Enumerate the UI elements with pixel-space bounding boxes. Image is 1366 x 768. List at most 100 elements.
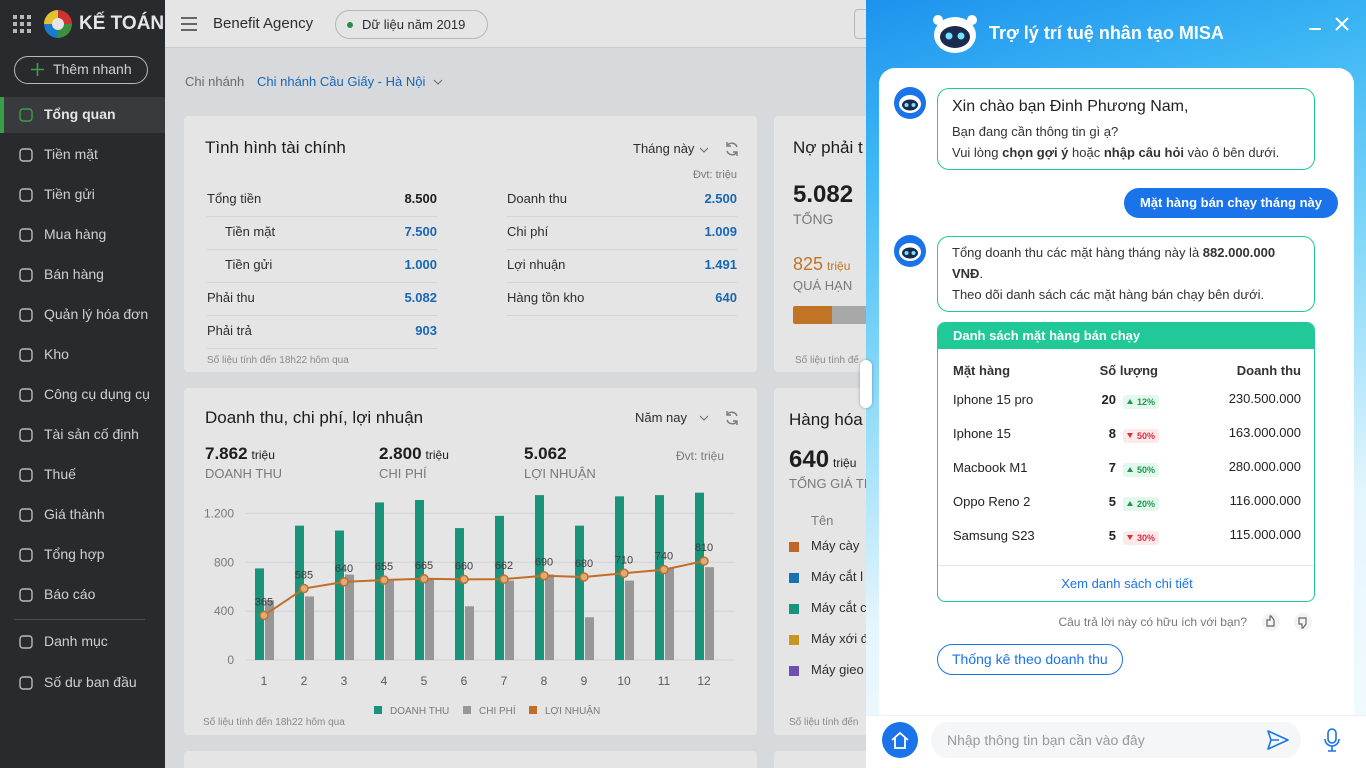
- app-grid-icon[interactable]: [13, 15, 31, 33]
- bar: [495, 515, 504, 660]
- refresh-button[interactable]: [724, 410, 740, 426]
- minimize-button[interactable]: [1308, 18, 1322, 32]
- bar: [425, 578, 434, 660]
- item-qty: 5: [1108, 528, 1116, 543]
- row-label: Tiền gửi: [225, 257, 273, 272]
- suggestion-button[interactable]: Thống kê theo doanh thu: [937, 644, 1123, 675]
- menu-item[interactable]: Bán hàng: [44, 266, 104, 282]
- icon-shape: [19, 348, 33, 362]
- menu-item[interactable]: Công cụ dụng cụ: [44, 386, 150, 402]
- trend-arrow: [1127, 433, 1133, 438]
- menu-item[interactable]: Tài sản cố định: [44, 426, 139, 442]
- profit-label: 810: [695, 542, 713, 554]
- home-button[interactable]: [882, 722, 918, 758]
- card-title: Nợ phải t: [793, 138, 863, 157]
- hamburger-icon[interactable]: [181, 16, 197, 32]
- summary-number: 5.062: [524, 444, 567, 463]
- bar: [575, 525, 584, 660]
- row-divider: [507, 249, 737, 250]
- item-revenue: 230.500.000: [1228, 391, 1301, 406]
- debt-total: 5.082: [793, 181, 854, 208]
- thumbs-up-button[interactable]: [1262, 613, 1280, 631]
- bot-avatar: [894, 87, 926, 119]
- menu-item[interactable]: Thuế: [44, 466, 76, 482]
- item-qty: 8: [1108, 426, 1116, 441]
- y-tick-label: 800: [214, 555, 234, 569]
- icon-shape: [19, 468, 33, 482]
- trend-arrow: [1127, 501, 1133, 506]
- bar: [535, 495, 544, 660]
- bar: [305, 596, 314, 660]
- menu-item[interactable]: Tổng hợp: [44, 546, 105, 562]
- footnote: Số liệu tính đến 18h22 hôm qua: [203, 717, 345, 728]
- icon-shape: [19, 508, 33, 522]
- quick-add-button[interactable]: Thêm nhanh: [14, 56, 148, 84]
- menu-item[interactable]: Mua hàng: [44, 226, 107, 242]
- menu-item[interactable]: Tổng quan: [44, 106, 116, 122]
- menu-item[interactable]: Danh mục: [44, 633, 108, 649]
- overdue-value: 825: [793, 254, 824, 274]
- detail-link[interactable]: Xem danh sách chi tiết: [1061, 576, 1193, 591]
- menu-item[interactable]: Giá thành: [44, 506, 105, 522]
- row-divider: [207, 282, 437, 283]
- plus-icon: [31, 63, 44, 76]
- menu-item[interactable]: Số dư ban đầu: [44, 674, 137, 690]
- profit-label: 660: [455, 560, 473, 572]
- menu-icon: [19, 508, 33, 522]
- column-header: Tên: [811, 513, 834, 528]
- item-revenue: 280.000.000: [1228, 459, 1301, 474]
- text: Theo dõi danh sách các mặt hàng bán chạy…: [952, 287, 1265, 302]
- legend-swatch: [529, 706, 537, 714]
- menu-item[interactable]: Báo cáo: [44, 586, 96, 602]
- x-tick-label: 9: [581, 674, 588, 688]
- y-tick-label: 0: [227, 653, 234, 667]
- menu-item[interactable]: Tiền gửi: [44, 186, 95, 202]
- x-tick-label: 5: [421, 674, 428, 688]
- menu-item[interactable]: Kho: [44, 346, 69, 362]
- item-name: Samsung S23: [953, 528, 1035, 543]
- profit-label: 365: [255, 596, 273, 608]
- card-title: Hàng hóa: [789, 410, 863, 429]
- row-value: 903: [415, 323, 437, 338]
- refresh-button[interactable]: [724, 141, 740, 157]
- menu-item[interactable]: Quản lý hóa đơn: [44, 306, 149, 322]
- trend-badge: 50%: [1123, 429, 1160, 443]
- trend-arrow: [1127, 399, 1133, 404]
- bar: [385, 580, 394, 660]
- branch-select[interactable]: Chi nhánh Cầu Giấy - Hà Nội: [257, 74, 443, 89]
- profit-point: [659, 564, 669, 575]
- x-tick-label: 6: [461, 674, 468, 688]
- panel-resize-handle[interactable]: [860, 360, 872, 408]
- thumbs-down-button[interactable]: [1294, 613, 1312, 631]
- icon-shape: [19, 188, 33, 202]
- avatar-visor: [902, 247, 918, 259]
- goods-item: Máy cày: [811, 538, 860, 553]
- send-button[interactable]: [1267, 730, 1289, 750]
- profit-point: [699, 556, 709, 566]
- avatar-eye: [904, 251, 909, 255]
- profit-point: [459, 574, 469, 585]
- bot-avatar: [894, 235, 926, 267]
- icon-shape: [19, 228, 33, 242]
- profit-label: 665: [415, 560, 433, 572]
- bar: [465, 606, 474, 660]
- x-tick-label: 7: [501, 674, 508, 688]
- summary-unit: triệu: [425, 448, 449, 462]
- period-select[interactable]: Năm nay: [635, 410, 688, 425]
- dim-overlay[interactable]: [0, 0, 866, 768]
- chat-input[interactable]: Nhập thông tin bạn cần vào đây: [931, 722, 1301, 758]
- mic-button[interactable]: [1323, 728, 1341, 752]
- close-button[interactable]: [1335, 17, 1349, 31]
- goods-label: TỔNG GIÁ TR: [789, 476, 874, 491]
- data-year-pill[interactable]: Dữ liệu năm 2019: [335, 10, 488, 39]
- app-name: KẾ TOÁN: [79, 13, 165, 34]
- bold-text: chọn gợi ý: [1002, 145, 1069, 160]
- quick-add-label: Thêm nhanh: [53, 61, 132, 77]
- period-select[interactable]: Tháng này: [633, 141, 695, 156]
- menu-item[interactable]: Tiền mặt: [44, 146, 98, 162]
- profit-label: 740: [655, 551, 673, 563]
- menu-icon: [19, 428, 33, 442]
- summary-label: DOANH THU: [205, 466, 283, 481]
- row-divider: [207, 249, 437, 250]
- trend-value: 12%: [1137, 397, 1156, 407]
